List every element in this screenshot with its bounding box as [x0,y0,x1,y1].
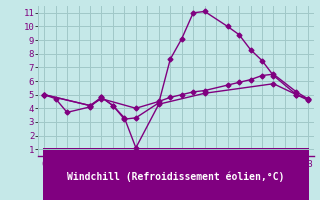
X-axis label: Windchill (Refroidissement éolien,°C): Windchill (Refroidissement éolien,°C) [67,172,285,182]
